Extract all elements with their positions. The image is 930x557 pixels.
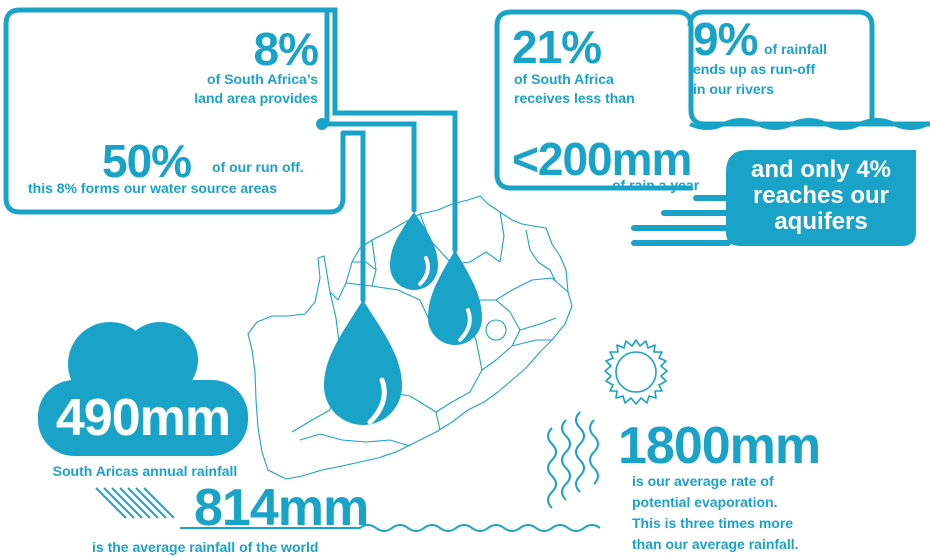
- rivers-line-3: in our rivers: [693, 81, 774, 97]
- runoff-percent: 50%: [102, 135, 192, 187]
- rivers-line-2: ends up as run-off: [693, 61, 816, 77]
- land-percent: 8%: [253, 23, 319, 75]
- rivers-suffix: of rainfall: [764, 41, 828, 57]
- annual-caption: South Aricas annual rainfall: [52, 463, 238, 479]
- water-drop-icon: [428, 250, 482, 345]
- evaporation-line-1: is our average rate of: [632, 473, 774, 489]
- heat-wave-icon: [547, 411, 599, 509]
- low-rainfall-box: [494, 9, 930, 191]
- evaporation-line-3: This is three times more: [632, 515, 794, 531]
- wave-icon: [180, 524, 601, 532]
- aquifers-line-2: reaches our: [752, 182, 890, 209]
- runoff-line-2: this 8% forms our water source areas: [28, 180, 277, 196]
- runoff-box: [687, 9, 875, 124]
- evaporation-line-4: than our average rainfall.: [632, 536, 799, 552]
- water-drop-icon: [324, 300, 402, 425]
- dry-line-3: of rain a year: [612, 177, 700, 193]
- land-line-1: of South Africa’s: [207, 71, 318, 87]
- dry-amount: <200mm: [512, 133, 692, 185]
- aquifers-line-3: aquifers: [774, 208, 868, 235]
- dry-line-2: receives less than: [514, 90, 635, 106]
- wave-icon: [689, 118, 929, 130]
- land-line-2: land area provides: [194, 90, 318, 106]
- rivers-percent: 9%: [693, 13, 758, 65]
- water-drop-icon: [390, 212, 438, 290]
- evaporation-line-2: potential evaporation.: [632, 494, 778, 510]
- aquifers-banner: [726, 150, 916, 246]
- runoff-suffix: of our run off.: [212, 159, 304, 175]
- source-areas-box: [3, 7, 346, 215]
- flow-lines: [631, 195, 731, 246]
- connector-lines: [319, 7, 458, 303]
- cloud-icon: [38, 322, 248, 456]
- sun-icon: [604, 339, 668, 405]
- evaporation-amount: 1800mm: [618, 417, 821, 475]
- world-caption: is the average rainfall of the world: [92, 539, 319, 555]
- annual-amount: 490mm: [55, 389, 231, 447]
- dry-line-1: of South Africa: [514, 71, 614, 87]
- aquifers-line-1: and only 4%: [750, 156, 892, 183]
- dry-percent: 21%: [512, 21, 602, 73]
- world-amount: 814mm: [194, 479, 369, 537]
- rain-lines-icon: [95, 487, 175, 519]
